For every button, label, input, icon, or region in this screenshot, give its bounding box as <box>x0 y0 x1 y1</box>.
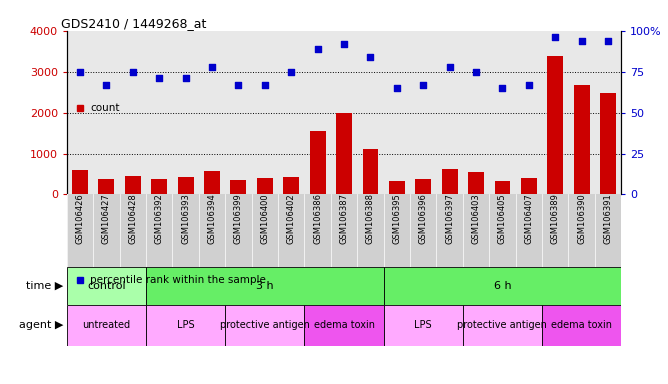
Text: LPS: LPS <box>414 320 432 330</box>
Bar <box>257 178 273 194</box>
Text: control: control <box>87 281 126 291</box>
Bar <box>310 131 325 194</box>
Point <box>471 69 482 75</box>
Bar <box>178 177 194 194</box>
Bar <box>305 305 383 346</box>
Point <box>603 38 613 44</box>
Point <box>154 75 164 81</box>
Point <box>497 85 508 91</box>
Text: untreated: untreated <box>82 320 130 330</box>
Bar <box>547 56 563 194</box>
Point <box>206 64 217 70</box>
Point <box>128 69 138 75</box>
Bar <box>442 169 458 194</box>
Text: count: count <box>90 103 120 113</box>
Bar <box>542 305 621 346</box>
Bar <box>383 267 621 305</box>
Point <box>444 64 455 70</box>
Bar <box>125 176 141 194</box>
Bar <box>230 180 246 194</box>
Bar <box>204 171 220 194</box>
Text: edema toxin: edema toxin <box>551 320 612 330</box>
Point <box>312 46 323 52</box>
Text: protective antigen: protective antigen <box>220 320 310 330</box>
Point <box>259 82 270 88</box>
Bar <box>494 181 510 194</box>
Bar <box>383 305 463 346</box>
Point <box>101 82 112 88</box>
Bar <box>67 267 146 305</box>
Bar <box>574 85 590 194</box>
Text: edema toxin: edema toxin <box>313 320 375 330</box>
Bar <box>468 172 484 194</box>
Point <box>418 82 429 88</box>
Bar <box>600 93 616 194</box>
Text: agent ▶: agent ▶ <box>19 320 63 330</box>
Bar <box>283 177 299 194</box>
Bar <box>463 305 542 346</box>
Point <box>339 41 349 47</box>
Point <box>286 69 297 75</box>
Point <box>75 69 86 75</box>
Bar <box>415 179 431 194</box>
Text: 6 h: 6 h <box>494 281 511 291</box>
Bar <box>336 113 352 194</box>
Bar <box>146 305 225 346</box>
Text: time ▶: time ▶ <box>26 281 63 291</box>
Text: GDS2410 / 1449268_at: GDS2410 / 1449268_at <box>61 17 206 30</box>
Bar <box>151 179 167 194</box>
Bar <box>98 179 114 194</box>
Point <box>391 85 402 91</box>
Bar <box>67 305 146 346</box>
Bar <box>521 178 537 194</box>
Point <box>550 34 560 40</box>
Text: percentile rank within the sample: percentile rank within the sample <box>90 275 266 285</box>
Point <box>576 38 587 44</box>
Text: 3 h: 3 h <box>256 281 274 291</box>
Point <box>180 75 191 81</box>
Text: protective antigen: protective antigen <box>458 320 547 330</box>
Bar <box>146 267 383 305</box>
Point <box>365 54 376 60</box>
Bar <box>225 305 305 346</box>
Bar <box>389 181 405 194</box>
Point <box>524 82 534 88</box>
Bar <box>72 170 88 194</box>
Bar <box>363 149 378 194</box>
Point <box>233 82 244 88</box>
Text: LPS: LPS <box>177 320 194 330</box>
